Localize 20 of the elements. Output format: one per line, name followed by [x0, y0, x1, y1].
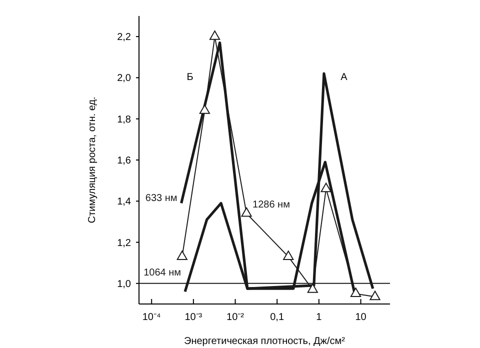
y-tick-label: 1,8: [117, 114, 132, 126]
series-label: 1286 нм: [252, 199, 290, 210]
y-tick-label: 1,0: [117, 278, 132, 290]
y-axis-title: Стимуляция роста, отн. ед.: [87, 96, 98, 224]
series-label: 1064 нм: [144, 268, 182, 279]
x-tick-label: 1: [316, 312, 322, 323]
x-tick-label: 10: [355, 312, 367, 323]
annotation: Б: [186, 72, 194, 83]
series-label: 633 нм: [145, 193, 178, 204]
y-tick-label: 1,4: [117, 196, 132, 208]
y-tick-label: 1,6: [117, 156, 132, 166]
annotation: А: [340, 72, 348, 83]
x-tick-label: 10⁻²: [226, 312, 245, 323]
y-tick-label: 2,2: [117, 32, 132, 44]
x-tick-label: 10⁻⁴: [142, 312, 161, 323]
x-tick-label: 10⁻³: [184, 312, 203, 323]
y-tick-label: 2,0: [117, 73, 132, 84]
y-tick-label: 1,2: [117, 238, 132, 249]
x-axis-title: Энергетическая плотность, Дж/см²: [184, 336, 346, 347]
x-tick-label: 0,1: [270, 312, 284, 323]
